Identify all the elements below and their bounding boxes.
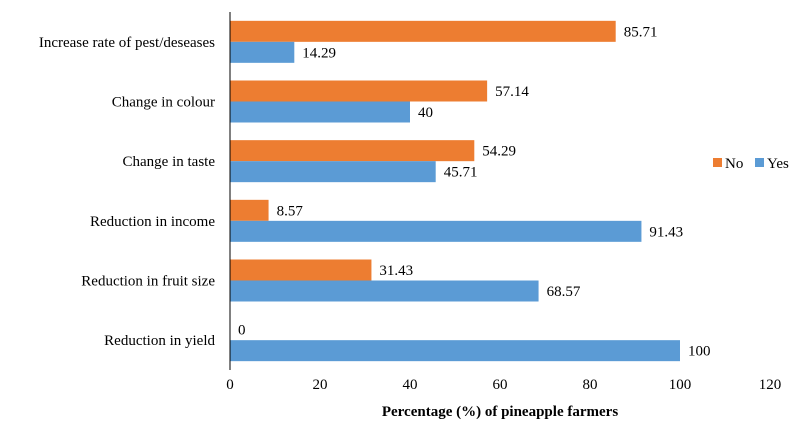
bar-no-3 [230,199,269,221]
category-label: Change in taste [123,154,216,170]
data-label-no-4: 31.43 [379,263,413,279]
data-label-no-2: 54.29 [482,144,516,160]
x-tick-labels-group: 0 20 40 60 80 100 120 [226,377,781,393]
category-label: Reduction in yield [104,333,215,349]
bar-no-4 [230,259,372,281]
x-tick-label: 60 [493,377,508,393]
bar-no-2 [230,140,475,162]
category-label: Reduction in income [90,214,215,230]
category-label: Reduction in fruit size [81,274,215,290]
bars-group [230,20,680,362]
bar-yes-3 [230,220,642,242]
x-tick-label: 20 [313,377,328,393]
bar-yes-0 [230,41,295,63]
x-tick-label: 0 [226,377,234,393]
legend: No Yes [713,156,789,172]
data-label-no-5: 0 [238,323,246,339]
data-label-yes-5: 100 [688,344,711,360]
legend-label-no: No [725,156,743,172]
bar-yes-4 [230,280,539,302]
bar-no-1 [230,80,488,102]
legend-label-yes: Yes [767,156,789,172]
data-label-no-3: 8.57 [277,203,304,219]
data-label-yes-4: 68.57 [547,284,581,300]
x-axis-title: Percentage (%) of pineapple farmers [382,404,618,420]
x-tick-label: 100 [669,377,692,393]
data-label-yes-3: 91.43 [649,224,683,240]
data-label-yes-0: 14.29 [302,45,336,61]
category-labels-group: Increase rate of pest/deseases Change in … [39,35,216,349]
data-label-yes-1: 40 [418,105,433,121]
data-label-yes-2: 45.71 [444,165,478,181]
data-label-no-0: 85.71 [624,24,658,40]
bar-no-0 [230,20,616,42]
x-tick-label: 40 [403,377,418,393]
x-tick-label: 80 [583,377,598,393]
data-label-no-1: 57.14 [495,84,529,100]
category-label: Increase rate of pest/deseases [39,35,215,51]
bar-yes-1 [230,101,410,123]
x-tick-label: 120 [759,377,782,393]
category-label: Change in colour [112,95,215,111]
bar-yes-5 [230,340,680,362]
legend-swatch-no [713,158,722,167]
bar-yes-2 [230,161,436,183]
legend-swatch-yes [755,158,764,167]
